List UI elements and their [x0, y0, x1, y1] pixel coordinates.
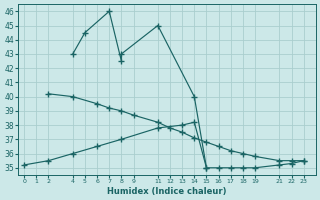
- X-axis label: Humidex (Indice chaleur): Humidex (Indice chaleur): [107, 187, 227, 196]
